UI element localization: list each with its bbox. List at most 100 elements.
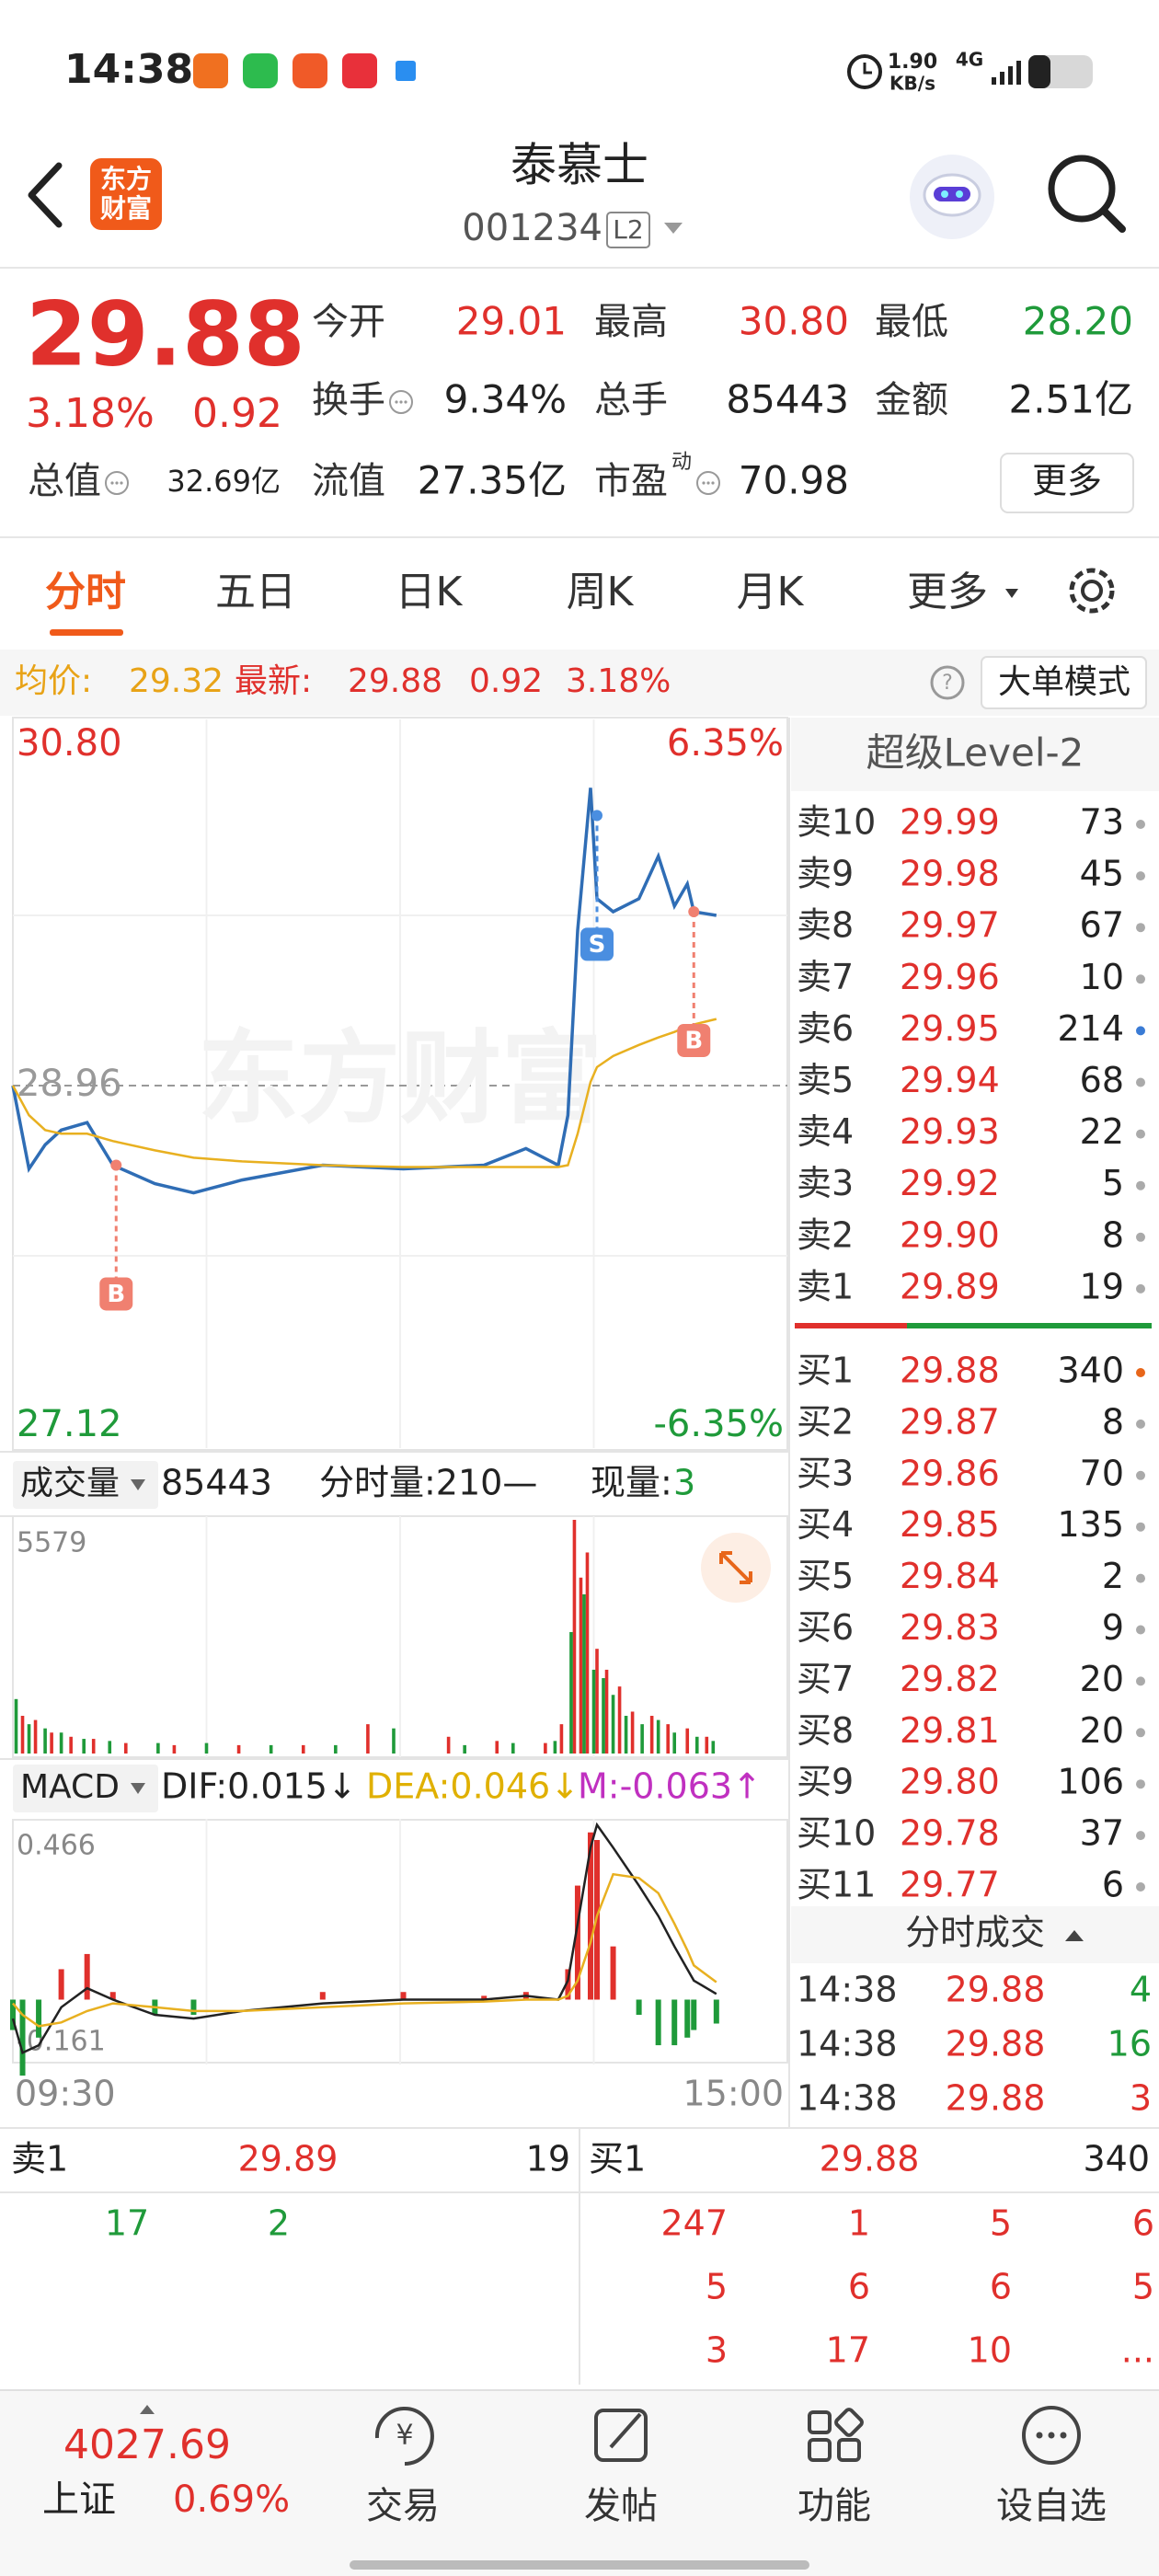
current-volume-label: 现量: — [591, 1463, 672, 1503]
assistant-avatar-part — [934, 187, 970, 201]
macd-bar — [610, 1946, 616, 2000]
help-icon[interactable]: ? — [930, 665, 965, 700]
queue-order: 6 — [1132, 2203, 1154, 2244]
feature-icon[interactable] — [808, 2408, 864, 2462]
notification-icons — [193, 53, 416, 88]
latest-change: 0.92 — [469, 662, 543, 700]
trade-icon-part — [374, 2407, 434, 2466]
book-dot — [1136, 1779, 1145, 1789]
volume-bar — [33, 1719, 38, 1754]
notification-icons-part — [342, 53, 377, 88]
tab[interactable]: 月K — [737, 569, 805, 615]
mode-button-frame[interactable] — [981, 656, 1147, 709]
settings-gear[interactable] — [1069, 568, 1115, 614]
field-value: 32.69亿 — [166, 464, 281, 499]
back-button[interactable] — [28, 162, 63, 228]
watchlist-icon[interactable] — [1022, 2406, 1081, 2465]
volume-menu-frame[interactable] — [13, 1461, 158, 1509]
signal-icon-part — [1016, 61, 1021, 85]
macd-bar — [587, 1832, 593, 2000]
stock-code: 001234 — [462, 207, 602, 249]
queue-order: 3 — [706, 2330, 728, 2371]
volume-bar — [123, 1742, 128, 1754]
volume-bar — [511, 1742, 515, 1754]
y-tick-label: 0.466 — [17, 1830, 96, 1862]
book-qty: 5 — [1102, 1163, 1124, 1203]
level-badge: L2 — [613, 214, 643, 245]
more-button-frame[interactable] — [1000, 453, 1134, 513]
battery-icon — [1028, 55, 1093, 88]
info-icon[interactable] — [696, 471, 720, 495]
tab[interactable]: 更多 — [907, 569, 988, 615]
field-label-sup: 动 — [671, 451, 692, 474]
tab[interactable]: 日K — [396, 569, 464, 615]
index-expand-arrow[interactable] — [140, 2405, 155, 2414]
notification-icons-part — [193, 53, 228, 88]
watchlist-icon-part — [1048, 2432, 1055, 2439]
signal-icon-part — [1008, 66, 1013, 85]
trade-icon-part: ¥ — [396, 2420, 413, 2452]
book-price: 29.95 — [900, 1008, 1000, 1049]
book-dot — [1136, 1522, 1145, 1532]
book-label: 买8 — [797, 1710, 854, 1751]
book-label: 卖7 — [797, 957, 854, 997]
nav-item[interactable]: 设自选 — [996, 2485, 1107, 2527]
index-value[interactable]: 4027.69 — [63, 2421, 231, 2468]
book-qty: 45 — [1080, 854, 1124, 894]
queue-order: 1 — [848, 2203, 870, 2244]
ask-bid-divider-green — [907, 1323, 1152, 1328]
search-button[interactable] — [1048, 155, 1126, 233]
book-price: 29.89 — [900, 1266, 1000, 1306]
notification-icons-part — [243, 53, 278, 88]
volume-bar — [559, 1724, 564, 1754]
book-qty: 6 — [1102, 1865, 1124, 1905]
mode-button[interactable]: 大单模式 — [998, 663, 1130, 701]
tab[interactable]: 分时 — [45, 569, 126, 615]
y-tick-label: 28.96 — [17, 1063, 122, 1105]
feature-icon-part — [834, 2408, 864, 2437]
nav-item[interactable]: 功能 — [798, 2485, 871, 2527]
book-label: 买2 — [797, 1401, 854, 1442]
info-icon[interactable] — [389, 390, 413, 414]
volume-bar — [572, 1520, 577, 1754]
assistant-avatar[interactable] — [910, 155, 994, 239]
book-qty: 22 — [1080, 1111, 1124, 1152]
book-dot — [1136, 1077, 1145, 1087]
expand-button[interactable] — [701, 1533, 771, 1603]
queue-order: ... — [1121, 2330, 1154, 2371]
volume-menu[interactable]: 成交量 — [20, 1465, 120, 1502]
volume-bar — [91, 1739, 96, 1754]
trades-title[interactable]: 分时成交 — [905, 1913, 1045, 1953]
y-tick-label: 5579 — [17, 1527, 86, 1559]
nav-item[interactable]: 交易 — [366, 2485, 440, 2527]
post-icon[interactable] — [594, 2409, 648, 2462]
queue-price: 29.88 — [820, 2139, 920, 2179]
field-label: 金额 — [875, 379, 948, 421]
volume-bar — [672, 1732, 677, 1754]
marker-point — [110, 1159, 122, 1171]
volume-bar — [595, 1649, 599, 1754]
more-button[interactable]: 更多 — [1032, 461, 1102, 501]
expand-button-part — [719, 1551, 752, 1584]
book-price: 29.82 — [900, 1659, 1000, 1699]
macd-menu-arrow — [131, 1783, 145, 1794]
info-bar-bg — [0, 650, 1159, 716]
book-qty: 20 — [1080, 1710, 1124, 1751]
nav-item[interactable]: 发帖 — [584, 2485, 658, 2527]
tab[interactable]: 周K — [567, 569, 635, 615]
trades-collapse-arrow[interactable] — [1065, 1930, 1084, 1941]
trade-icon[interactable]: ¥ — [374, 2407, 434, 2466]
book-label: 买5 — [797, 1556, 854, 1596]
tab[interactable]: 五日 — [215, 569, 296, 615]
volume-bar — [602, 1678, 605, 1754]
price-line — [11, 1018, 717, 1168]
info-icon[interactable] — [105, 471, 129, 495]
field-label: 流值 — [312, 460, 385, 502]
index-name: 上证 — [42, 2478, 116, 2521]
macd-menu[interactable]: MACD — [20, 1768, 120, 1806]
active-tab-indicator — [50, 629, 123, 636]
macd-menu-frame[interactable] — [13, 1765, 158, 1812]
level-dropdown-arrow[interactable] — [664, 223, 683, 234]
info-icon-dot — [711, 481, 715, 485]
